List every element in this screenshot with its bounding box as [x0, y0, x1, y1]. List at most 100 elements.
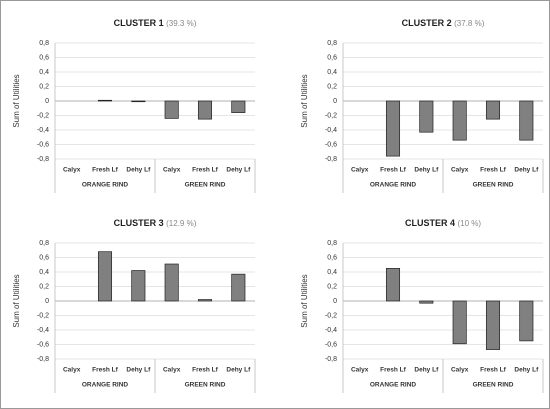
bar: [419, 100, 434, 133]
y-tick-label: 0: [333, 298, 337, 305]
title-main: CLUSTER 1: [114, 18, 164, 28]
y-axis-title: Sum of Utilities: [12, 74, 21, 127]
y-tick-label: -0,2: [325, 112, 337, 119]
x-tick-label: Calyx: [163, 367, 181, 374]
y-tick-label: 0: [45, 98, 49, 105]
x-tick-label: Calyx: [451, 167, 469, 174]
y-tick-label: 0,2: [39, 83, 49, 90]
y-tick-label: -0,6: [325, 341, 337, 348]
bar: [452, 300, 467, 345]
bar: [131, 270, 146, 302]
bar: [231, 100, 246, 113]
x-tick-label: Dehy Lf: [414, 167, 439, 174]
subtitle: (12.9 %): [166, 219, 197, 228]
chart-title: CLUSTER 4 (10 %): [405, 218, 481, 228]
y-tick-label: 0: [333, 98, 337, 105]
x-tick-label: Dehy Lf: [126, 367, 151, 374]
y-tick-label: 0,2: [39, 283, 49, 290]
y-tick-label: 0,6: [39, 54, 49, 61]
y-tick-label: 0,4: [327, 269, 337, 276]
bar: [97, 251, 113, 302]
bar: [97, 99, 113, 102]
y-tick-label: 0: [45, 298, 49, 305]
x-tick-label: Dehy Lf: [126, 167, 151, 174]
title-main: CLUSTER 4: [405, 218, 455, 228]
x-tick-label: Fresh Lf: [380, 367, 406, 374]
y-tick-label: 0,8: [39, 240, 49, 247]
bar: [164, 100, 179, 119]
bar: [197, 299, 213, 302]
title-main: CLUSTER 3: [114, 218, 164, 228]
bar: [485, 300, 501, 350]
bar: [385, 100, 401, 157]
y-tick-label: 0,8: [39, 40, 49, 47]
y-tick-label: -0,2: [37, 112, 49, 119]
title-main: CLUSTER 2: [402, 18, 452, 28]
x-tick-label: Dehy Lf: [226, 367, 251, 374]
bar: [519, 100, 534, 141]
y-tick-label: -0,8: [37, 156, 49, 163]
group-label: ORANGE RIND: [370, 182, 417, 189]
bar: [385, 268, 401, 302]
group-label: ORANGE RIND: [370, 382, 417, 389]
bar: [231, 273, 246, 302]
y-axis-title: Sum of Utilities: [300, 74, 309, 127]
y-tick-label: -0,8: [37, 356, 49, 363]
group-label: GREEN RIND: [185, 382, 226, 389]
y-tick-label: 0,4: [39, 269, 49, 276]
y-tick-label: 0,6: [327, 54, 337, 61]
group-label: GREEN RIND: [473, 182, 514, 189]
x-tick-label: Fresh Lf: [480, 167, 506, 174]
x-tick-label: Calyx: [63, 167, 81, 174]
y-tick-label: 0,8: [327, 240, 337, 247]
bar: [164, 263, 179, 302]
bar: [519, 300, 534, 342]
y-tick-label: 0,4: [327, 69, 337, 76]
chart-title: CLUSTER 3 (12.9 %): [114, 218, 197, 228]
x-tick-label: Calyx: [163, 167, 181, 174]
x-tick-label: Calyx: [63, 367, 81, 374]
bar: [131, 100, 146, 103]
subtitle: (37.8 %): [454, 19, 485, 28]
bar: [197, 100, 213, 120]
y-tick-label: 0,4: [39, 69, 49, 76]
bar: [452, 100, 467, 141]
group-label: GREEN RIND: [473, 382, 514, 389]
x-tick-label: Calyx: [451, 367, 469, 374]
y-tick-label: 0,2: [327, 283, 337, 290]
y-tick-label: 0,6: [327, 254, 337, 261]
bar: [485, 100, 501, 120]
y-tick-label: -0,6: [325, 141, 337, 148]
x-tick-label: Fresh Lf: [192, 167, 218, 174]
y-tick-label: 0,6: [39, 254, 49, 261]
y-tick-label: -0,4: [37, 327, 49, 334]
group-label: ORANGE RIND: [82, 182, 129, 189]
x-tick-label: Fresh Lf: [480, 367, 506, 374]
x-tick-label: Dehy Lf: [514, 367, 539, 374]
y-tick-label: -0,8: [325, 356, 337, 363]
y-tick-label: -0,4: [325, 127, 337, 134]
x-tick-label: Fresh Lf: [380, 167, 406, 174]
x-tick-label: Dehy Lf: [514, 167, 539, 174]
y-tick-label: -0,6: [37, 141, 49, 148]
x-tick-label: Fresh Lf: [92, 167, 118, 174]
y-tick-label: -0,4: [325, 327, 337, 334]
bar: [419, 300, 434, 304]
subtitle: (39.3 %): [166, 19, 197, 28]
group-label: ORANGE RIND: [82, 382, 129, 389]
group-label: GREEN RIND: [185, 182, 226, 189]
y-axis-title: Sum of Utilities: [12, 274, 21, 327]
y-axis-title: Sum of Utilities: [300, 274, 309, 327]
chart-title: CLUSTER 1 (39.3 %): [114, 18, 197, 28]
x-tick-label: Calyx: [351, 367, 369, 374]
y-tick-label: 0,2: [327, 83, 337, 90]
y-tick-label: -0,6: [37, 341, 49, 348]
x-tick-label: Dehy Lf: [414, 367, 439, 374]
y-tick-label: -0,2: [325, 312, 337, 319]
x-tick-label: Fresh Lf: [192, 367, 218, 374]
subtitle: (10 %): [457, 219, 481, 228]
y-tick-label: -0,8: [325, 156, 337, 163]
y-tick-label: 0,8: [327, 40, 337, 47]
